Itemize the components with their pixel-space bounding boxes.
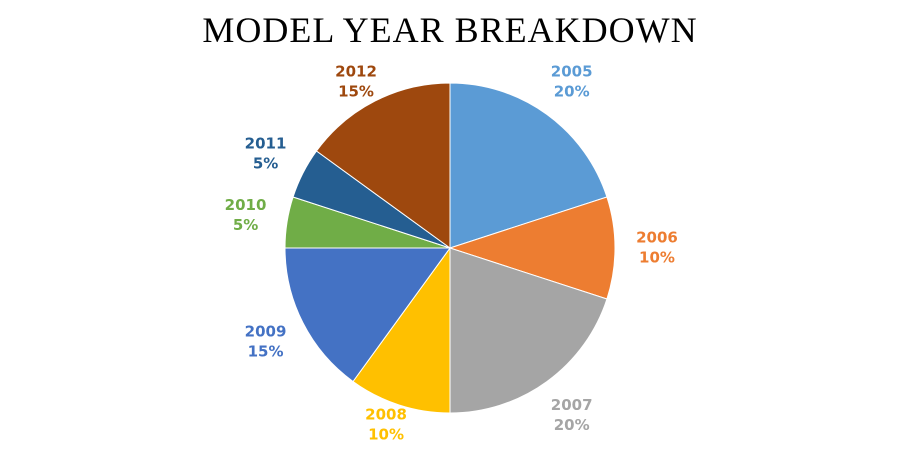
slice-category-label: 2010 [225, 196, 267, 214]
pie-slice [449, 82, 608, 249]
slice-value-label: 20% [554, 416, 590, 434]
slice-category-label: 2011 [245, 135, 287, 153]
slice-value-label: 20% [554, 83, 590, 101]
slice-value-label: 15% [248, 342, 284, 360]
pie-slice [284, 247, 451, 383]
slice-value-label: 10% [368, 426, 404, 444]
slice-value-label: 15% [338, 83, 374, 101]
slice-value-label: 10% [639, 249, 675, 267]
slice-category-label: 2012 [335, 63, 377, 81]
slice-value-label: 5% [233, 216, 258, 234]
slice-category-label: 2007 [551, 396, 593, 414]
pie-slice [315, 82, 451, 249]
slice-category-label: 2006 [636, 229, 678, 247]
slice-category-label: 2005 [551, 63, 593, 81]
slice-value-label: 5% [253, 155, 278, 173]
pie-slice [352, 246, 451, 414]
slice-category-label: 2009 [245, 322, 287, 340]
pie-slice [448, 196, 616, 300]
pie-slice [449, 247, 608, 414]
chart-title: MODEL YEAR BREAKDOWN [202, 10, 697, 50]
slice-category-label: 2008 [365, 406, 407, 424]
